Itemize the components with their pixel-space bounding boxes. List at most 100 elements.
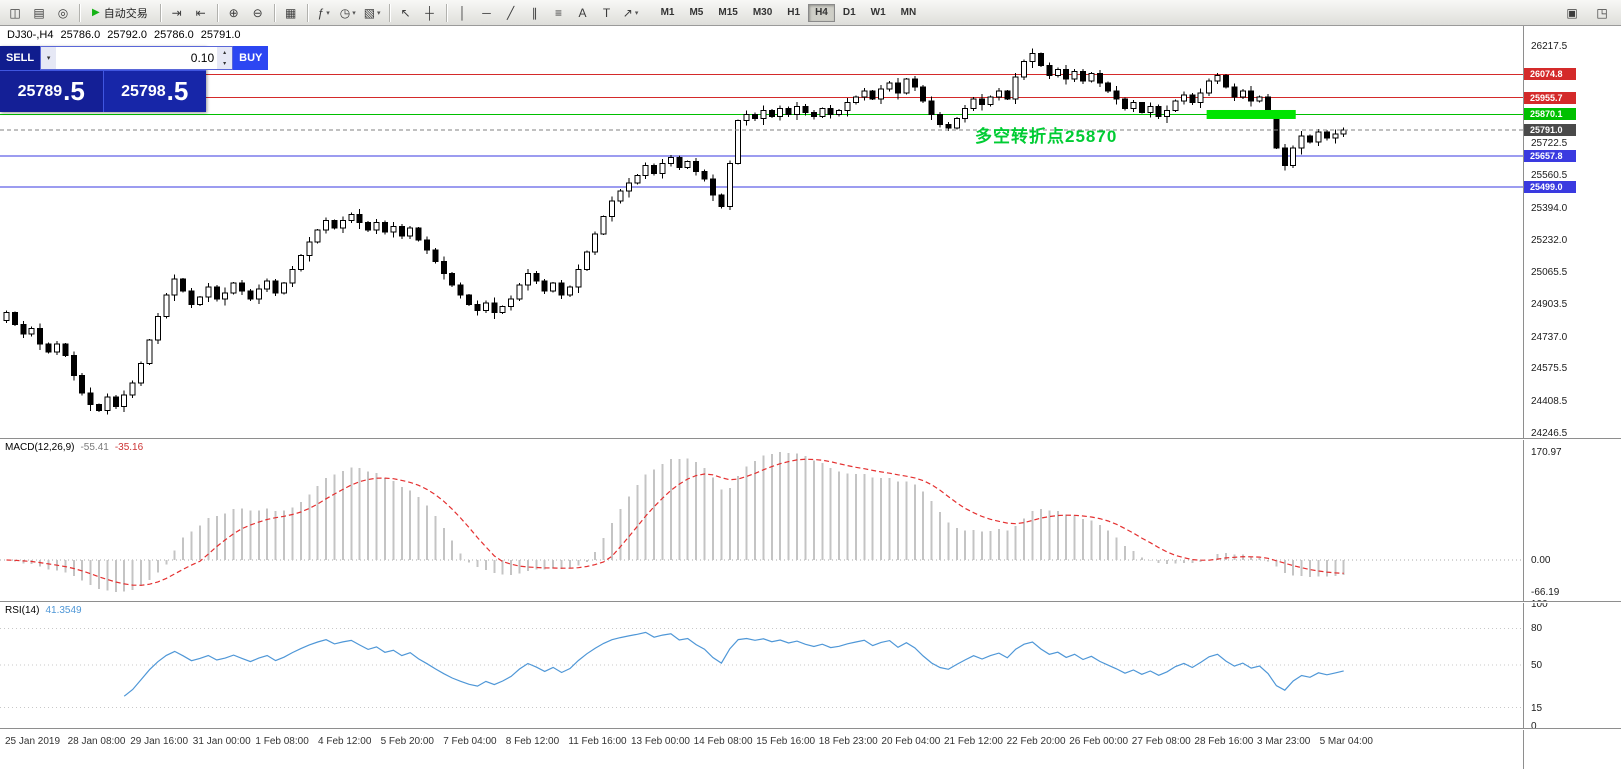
rsi-indicator-pane[interactable] [0, 603, 1523, 727]
candlestick [726, 160, 733, 211]
sell-button[interactable]: SELL [0, 46, 41, 70]
timeframe-h4-button[interactable]: H4 [808, 3, 835, 22]
candlestick [937, 112, 944, 128]
level-price-badge: 25955.7 [1524, 91, 1576, 104]
pane-divider[interactable] [0, 438, 1621, 439]
profiles-icon: ▤ [33, 5, 45, 20]
time-tick: 14 Feb 08:00 [693, 736, 753, 747]
candlestick [920, 85, 927, 104]
auto-scroll-button[interactable]: ⇥ [166, 3, 188, 23]
sell-price-display[interactable]: 25789.5 [0, 71, 104, 112]
high-value: 25792.0 [107, 29, 147, 41]
level-price-badge: 25499.0 [1524, 181, 1576, 194]
price-tick: 25065.5 [1531, 267, 1568, 279]
candlestick [440, 256, 447, 280]
candlestick [1197, 88, 1204, 109]
price-tick: 24737.0 [1531, 331, 1568, 343]
candlestick [348, 212, 355, 223]
horizontal-line-button[interactable]: ─ [476, 3, 498, 23]
candlestick [70, 351, 77, 381]
cursor-button[interactable]: ↖ [395, 3, 417, 23]
label-tool-button[interactable]: T [596, 3, 618, 23]
candlestick [524, 268, 531, 291]
trendline-button[interactable]: ╱ [500, 3, 522, 23]
candlestick [365, 221, 372, 232]
periods-button[interactable]: ◷ ▾ [337, 3, 359, 23]
periods-icon: ◷ [339, 5, 351, 20]
volume-dropdown-button[interactable]: ▾ [41, 47, 57, 69]
new-chart-button[interactable]: ◫ [4, 3, 26, 23]
cursor-icon: ↖ [400, 5, 411, 20]
autotrading-button[interactable]: ▶ 自动交易 [85, 3, 155, 23]
candlestick [1012, 73, 1019, 104]
candlestick [533, 270, 540, 285]
macd-scale-tick: -66.19 [1531, 587, 1560, 598]
time-tick: 8 Feb 12:00 [505, 736, 560, 747]
chevron-down-icon: ▾ [326, 9, 330, 17]
navigator-button[interactable]: ◎ [52, 3, 74, 23]
macd-indicator-pane[interactable] [0, 440, 1523, 600]
timeframe-m1-button[interactable]: M1 [654, 4, 682, 22]
buy-price-display[interactable]: 25798.5 [104, 71, 207, 112]
candlestick [995, 88, 1002, 101]
vertical-line-button[interactable]: │ [452, 3, 474, 23]
candlestick [1113, 86, 1120, 105]
timeframe-m30-button[interactable]: M30 [746, 4, 779, 22]
timeframe-mn-button[interactable]: MN [894, 4, 924, 22]
candlestick [953, 117, 960, 130]
rsi-value: 41.3549 [45, 605, 82, 616]
zoom-in-button[interactable]: ⊕ [223, 3, 245, 23]
pane-divider[interactable] [0, 601, 1621, 602]
time-tick: 18 Feb 23:00 [818, 736, 878, 747]
highlight-rectangle[interactable] [1206, 109, 1296, 119]
chart-shift-button[interactable]: ⇤ [190, 3, 212, 23]
timeframe-m5-button[interactable]: M5 [682, 4, 710, 22]
macd-indicator-label: MACD(12,26,9) -55.41 -35.16 [5, 442, 144, 453]
candlestick [1290, 145, 1297, 169]
candlestick [878, 84, 885, 104]
panel-toggle-button[interactable]: ▣ [1561, 3, 1583, 23]
window-layout-button[interactable]: ◳ [1591, 3, 1613, 23]
indicators-button[interactable]: ƒ ▾ [313, 3, 335, 23]
tile-windows-button[interactable]: ▦ [280, 3, 302, 23]
zoom-out-button[interactable]: ⊖ [247, 3, 269, 23]
turning-point-annotation[interactable]: 多空转折点25870 [975, 127, 1118, 146]
volume-increase-button[interactable]: ▴ [217, 47, 233, 58]
low-value: 25786.0 [154, 29, 194, 41]
templates-icon: ▧ [363, 5, 376, 20]
price-scale[interactable]: 26217.5 25722.5 25560.5 25394.0 25232.0 25065… [1523, 26, 1621, 769]
candlestick [1130, 99, 1137, 113]
chevron-down-icon: ▾ [634, 9, 639, 17]
buy-button[interactable]: BUY [233, 46, 269, 70]
crosshair-button[interactable]: ┼ [419, 3, 441, 23]
timeframe-d1-button[interactable]: D1 [836, 4, 863, 22]
rsi-scale-tick: 0 [1531, 721, 1537, 732]
equidistant-channel-button[interactable]: ∥ [524, 3, 546, 23]
candlestick [1323, 130, 1330, 141]
candlestick [1054, 67, 1061, 78]
templates-button[interactable]: ▧ ▾ [361, 3, 384, 23]
candlestick [709, 174, 716, 201]
timeframe-w1-button[interactable]: W1 [864, 4, 893, 22]
chevron-down-icon: ▾ [352, 9, 356, 17]
timeframe-m15-button[interactable]: M15 [711, 4, 744, 22]
price-tick: 25232.0 [1531, 234, 1568, 246]
toolbar-separator [159, 3, 161, 22]
toolbar-right-icons: ▣ ◳ [1561, 3, 1617, 23]
time-scale[interactable]: 25 Jan 2019 28 Jan 08:00 29 Jan 16:00 31 Ja… [0, 729, 1523, 769]
time-tick: 22 Feb 20:00 [1006, 736, 1066, 747]
candlestick [53, 341, 60, 356]
toolbar-separator [79, 3, 80, 22]
text-tool-button[interactable]: A [572, 3, 594, 23]
volume-input[interactable] [56, 47, 218, 69]
profiles-button[interactable]: ▤ [28, 3, 50, 23]
main-price-chart[interactable] [0, 26, 1523, 438]
timeframe-h1-button[interactable]: H1 [780, 4, 807, 22]
fibonacci-button[interactable]: ≡ [548, 3, 570, 23]
volume-decrease-button[interactable]: ▾ [217, 58, 233, 69]
candlestick [701, 169, 708, 182]
arrow-tools-button[interactable]: ↗ ▾ [620, 3, 642, 23]
candlestick [516, 283, 523, 302]
candlestick [785, 106, 792, 117]
chevron-down-icon: ▾ [377, 9, 381, 17]
